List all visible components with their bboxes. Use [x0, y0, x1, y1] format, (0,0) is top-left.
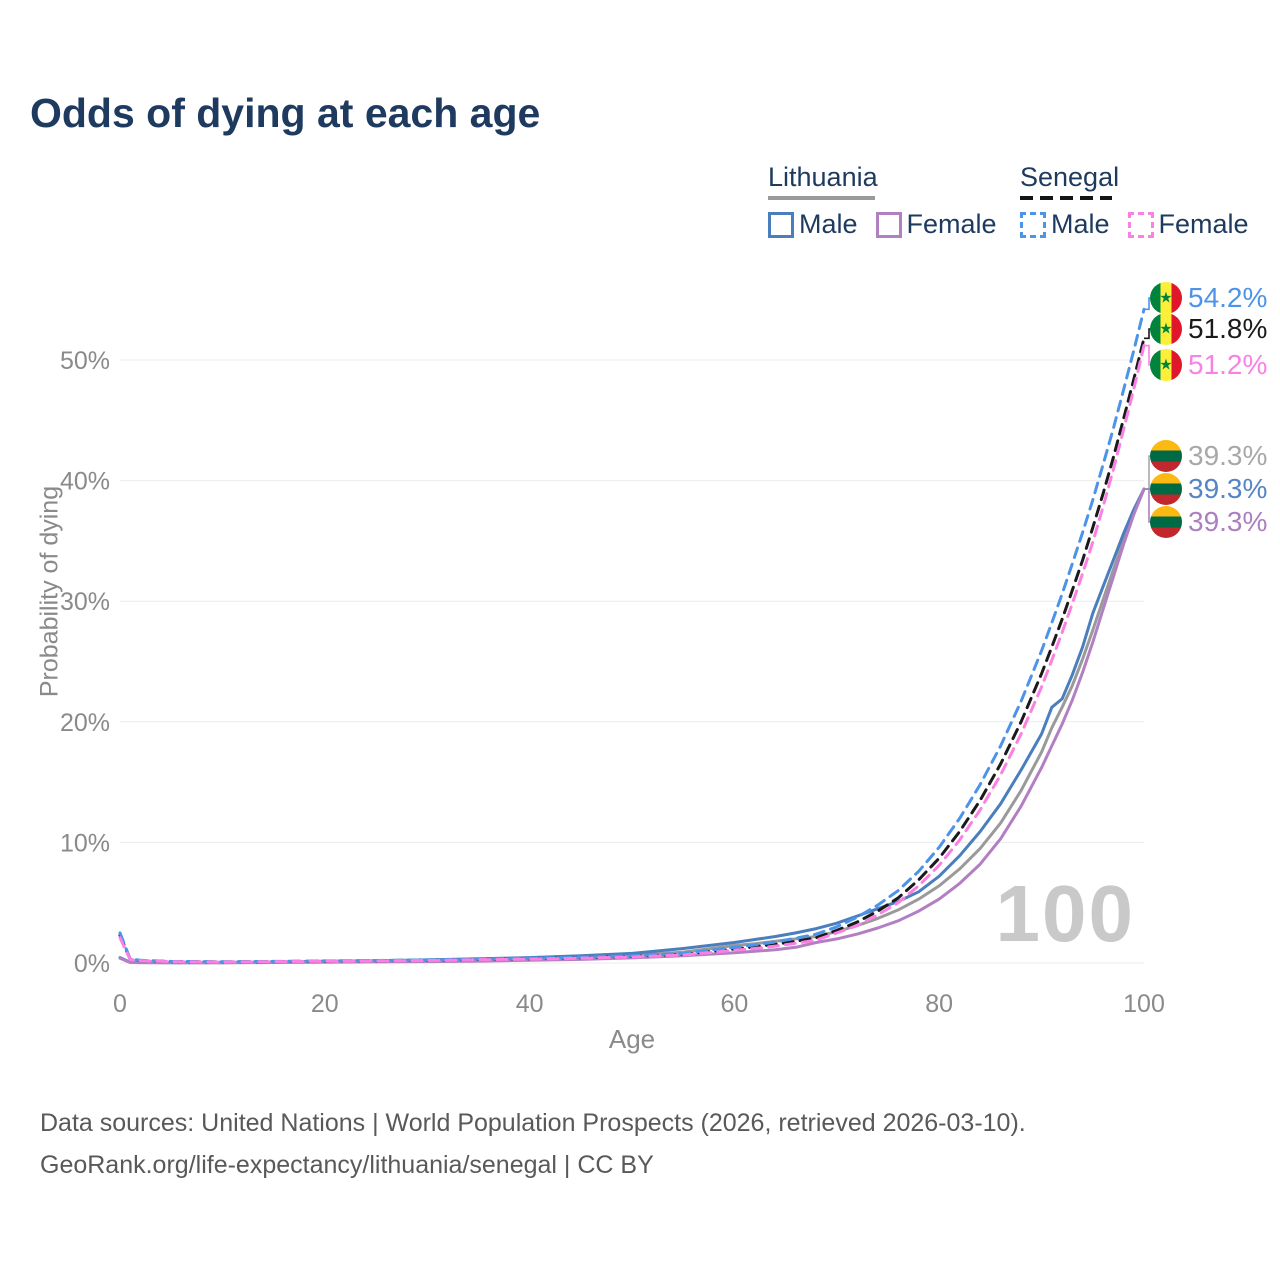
lithuania-male-swatch-icon	[768, 211, 794, 238]
senegal-female-swatch-icon	[1127, 211, 1154, 238]
legend-item-label: Male	[1051, 209, 1110, 239]
lithuania-female-swatch-icon	[875, 211, 902, 238]
svg-text:40: 40	[516, 990, 544, 1018]
legend-country-header-senegal[interactable]: Senegal	[1020, 162, 1267, 200]
svg-text:10%: 10%	[60, 829, 110, 857]
lithuania-flag-icon	[1150, 440, 1182, 472]
data-source-footer: Data sources: United Nations | World Pop…	[40, 1102, 1026, 1186]
end-label-value: 51.8%	[1188, 313, 1268, 344]
end-label-senegal-female: 51.2%	[1150, 349, 1267, 381]
footer-sources-line: Data sources: United Nations | World Pop…	[40, 1109, 1026, 1137]
svg-text:0%: 0%	[74, 950, 110, 978]
x-axis-title: Age	[608, 1024, 656, 1054]
legend-item-lithuania-male[interactable]: Male	[768, 209, 858, 240]
legend-item-lithuania-female[interactable]: Female	[875, 209, 997, 240]
footer-url-line: GeoRank.org/life-expectancy/lithuania/se…	[40, 1151, 654, 1179]
legend-group-senegal: Senegal Male Female	[1020, 162, 1267, 240]
legend-row-lithuania: Male Female	[768, 209, 1015, 240]
legend-item-label: Female	[906, 209, 997, 239]
svg-text:50%: 50%	[60, 347, 110, 375]
end-label-senegal-total: 51.8%	[1150, 313, 1267, 345]
senegal-flag-icon	[1150, 282, 1182, 314]
end-label-senegal-male: 54.2%	[1150, 282, 1267, 314]
senegal-flag-icon	[1150, 313, 1182, 345]
legend-country-label: Lithuania	[768, 162, 878, 192]
legend-country-label: Senegal	[1020, 162, 1120, 192]
legend-row-senegal: Male Female	[1020, 209, 1267, 240]
legend-item-label: Male	[799, 209, 858, 239]
svg-text:100: 100	[1123, 990, 1165, 1018]
end-label-lithuania-total: 39.3%	[1150, 440, 1267, 472]
legend-item-senegal-female[interactable]: Female	[1127, 209, 1249, 240]
y-axis-title: Probability of dying	[35, 485, 64, 698]
svg-text:60: 60	[720, 990, 748, 1018]
lithuania-flag-icon	[1150, 506, 1182, 538]
senegal-flag-icon	[1150, 349, 1182, 381]
legend-item-senegal-male[interactable]: Male	[1020, 209, 1110, 240]
end-label-value: 39.3%	[1188, 440, 1268, 471]
end-label-value: 39.3%	[1188, 506, 1268, 537]
svg-text:30%: 30%	[60, 588, 110, 616]
legend-group-lithuania: Lithuania Male Female	[768, 162, 1015, 240]
svg-text:80: 80	[925, 990, 953, 1018]
svg-text:20%: 20%	[60, 709, 110, 737]
svg-text:20: 20	[311, 990, 339, 1018]
senegal-male-swatch-icon	[1020, 211, 1046, 238]
legend-country-header-lithuania[interactable]: Lithuania	[768, 162, 1015, 200]
legend-item-label: Female	[1158, 209, 1249, 239]
end-label-value: 39.3%	[1188, 473, 1268, 504]
age-counter-watermark: 100	[995, 869, 1135, 958]
solid-line-style-sample	[768, 196, 875, 200]
end-label-value: 54.2%	[1188, 282, 1268, 313]
svg-text:40%: 40%	[60, 468, 110, 496]
end-label-value: 51.2%	[1188, 349, 1268, 380]
end-label-lithuania-male: 39.3%	[1150, 473, 1267, 505]
end-label-lithuania-female: 39.3%	[1150, 506, 1267, 538]
svg-text:0: 0	[113, 990, 127, 1018]
page-title: Odds of dying at each age	[30, 90, 541, 136]
dashed-line-style-sample	[1020, 196, 1112, 200]
lithuania-flag-icon	[1150, 473, 1182, 505]
